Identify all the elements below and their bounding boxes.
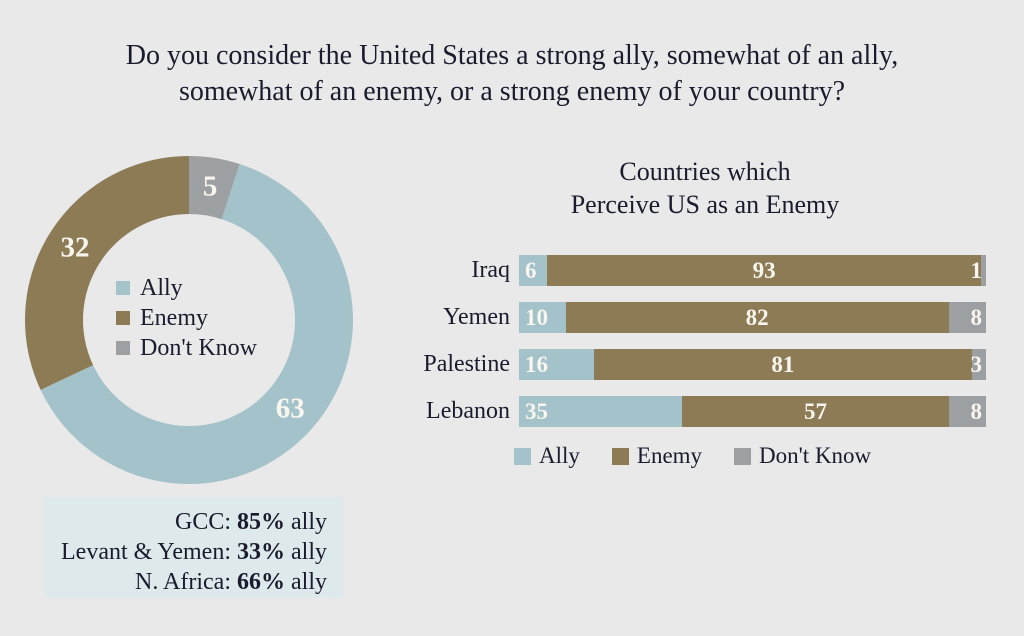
- legend-label: Ally: [140, 274, 183, 301]
- summary-value: 85%: [237, 509, 285, 535]
- bar-segment-don-t-know: 1: [970, 255, 986, 286]
- donut-segment-ally: [40, 164, 354, 485]
- bar-value-label: 81: [771, 352, 795, 377]
- legend-swatch-icon: [116, 311, 130, 325]
- legend-label: Don't Know: [759, 443, 872, 468]
- bar-value-label: 93: [752, 258, 776, 283]
- bar-segment-ally: 16: [519, 349, 594, 380]
- summary-region-label: N. Africa:: [135, 569, 237, 595]
- summary-line: Levant & Yemen: 33% ally: [45, 537, 327, 567]
- bar-value-label: 6: [525, 258, 537, 283]
- legend-swatch-icon: [116, 341, 130, 355]
- survey-question-title: Do you consider the United States a stro…: [0, 38, 1024, 110]
- country-label: Yemen: [443, 304, 510, 330]
- legend-swatch-icon: [611, 447, 629, 465]
- summary-line: N. Africa: 66% ally: [45, 567, 327, 597]
- title-line-2: somewhat of an enemy, or a strong enemy …: [178, 76, 846, 107]
- bar-value-label: 8: [970, 399, 982, 424]
- bar-chart-legend: Ally Enemy Don't Know: [514, 443, 1010, 469]
- donut-value-label: 5: [202, 170, 218, 203]
- bar-track: 16 81 3: [519, 349, 986, 380]
- donut-segment-don-t-know: [189, 156, 240, 220]
- enemy-perception-bar-chart: Countries which Perceive US as an Enemy …: [400, 155, 1010, 469]
- bar-segment-ally: 35: [519, 396, 683, 427]
- bar-segment-ally: 6: [519, 255, 548, 286]
- bar-segment-don-t-know: 3: [970, 349, 986, 380]
- country-label: Palestine: [423, 351, 510, 377]
- bar-segment-don-t-know: 8: [948, 396, 986, 427]
- summary-suffix: ally: [285, 569, 327, 595]
- bar-value-label: 1: [970, 258, 982, 283]
- bar-segment-don-t-know: 8: [948, 302, 986, 333]
- bar-segment-enemy: 82: [565, 302, 949, 333]
- donut-chart: 5 63 32 Ally Enemy Don't Know: [24, 155, 354, 485]
- bar-value-label: 57: [804, 399, 828, 424]
- legend-swatch-icon: [116, 281, 130, 295]
- bar-row-palestine: Palestine 16 81 3: [400, 349, 1010, 380]
- donut-legend-item: Enemy: [116, 303, 257, 333]
- legend-swatch-icon: [734, 447, 752, 465]
- bar-track: 10 82 8: [519, 302, 986, 333]
- bar-segment-enemy: 57: [682, 396, 949, 427]
- summary-suffix: ally: [285, 539, 327, 565]
- bar-chart-title-line-1: Countries which: [619, 157, 791, 186]
- country-label: Lebanon: [426, 398, 510, 424]
- summary-value: 66%: [237, 569, 285, 595]
- regional-summary-box: GCC: 85% ally Levant & Yemen: 33% ally N. …: [45, 497, 343, 598]
- bar-segment-enemy: 81: [593, 349, 972, 380]
- bar-rows: Iraq 6 93 1 Yemen 10 82 8 Palestine 16 81 3 Lebanon 3…: [400, 255, 1010, 427]
- bar-value-label: 82: [745, 305, 769, 330]
- bar-legend-item: Don't Know: [734, 443, 871, 469]
- bar-segment-ally: 10: [519, 302, 566, 333]
- bar-chart-title-line-2: Perceive US as an Enemy: [570, 190, 840, 219]
- bar-legend-item: Enemy: [611, 443, 703, 469]
- summary-region-label: Levant & Yemen:: [61, 539, 237, 565]
- country-label: Iraq: [471, 257, 510, 283]
- bar-track: 6 93 1: [519, 255, 986, 286]
- bar-value-label: 16: [525, 352, 548, 377]
- donut-legend-item: Don't Know: [116, 333, 257, 363]
- legend-swatch-icon: [514, 447, 531, 465]
- bar-legend-item: Ally: [514, 443, 580, 469]
- summary-value: 33%: [237, 539, 285, 565]
- donut-segment-enemy: [25, 156, 190, 390]
- bar-value-label: 3: [970, 352, 982, 377]
- legend-label: Ally: [539, 443, 580, 468]
- donut-chart-svg: [25, 156, 354, 485]
- donut-value-label: 63: [275, 392, 305, 425]
- summary-line: GCC: 85% ally: [45, 507, 327, 537]
- bar-row-iraq: Iraq 6 93 1: [400, 255, 1010, 286]
- bar-segment-enemy: 93: [547, 255, 982, 286]
- summary-suffix: ally: [285, 509, 327, 535]
- bar-chart-title: Countries which Perceive US as an Enemy: [400, 155, 1010, 221]
- bar-value-label: 10: [525, 305, 548, 330]
- bar-row-yemen: Yemen 10 82 8: [400, 302, 1010, 333]
- bar-row-lebanon: Lebanon 35 57 8: [400, 396, 1010, 427]
- summary-region-label: GCC:: [174, 509, 237, 535]
- legend-label: Don't Know: [140, 334, 257, 361]
- legend-label: Enemy: [636, 443, 703, 468]
- donut-legend-item: Ally: [116, 273, 257, 303]
- donut-legend: Ally Enemy Don't Know: [116, 273, 257, 363]
- bar-track: 35 57 8: [519, 396, 986, 427]
- bar-value-label: 35: [525, 399, 548, 424]
- legend-label: Enemy: [140, 304, 208, 331]
- bar-value-label: 8: [970, 305, 982, 330]
- donut-value-label: 32: [60, 231, 90, 264]
- title-line-1: Do you consider the United States a stro…: [125, 40, 899, 71]
